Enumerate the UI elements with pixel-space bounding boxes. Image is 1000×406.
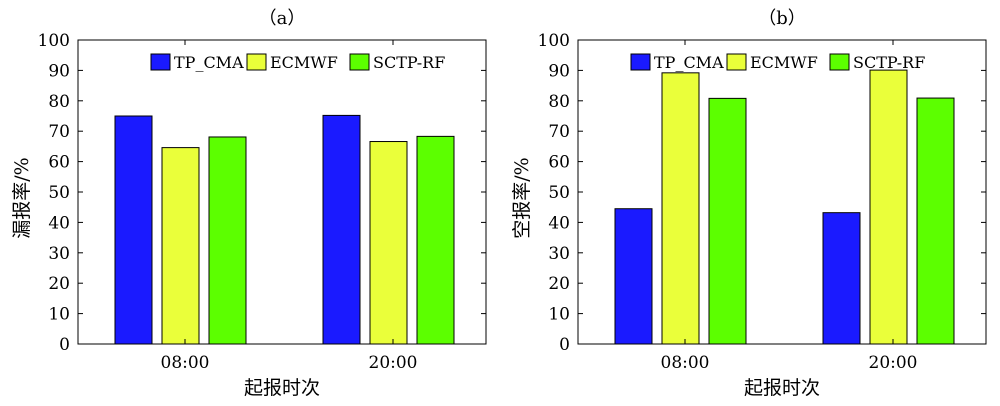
ytick-label-b-90: 90 <box>548 61 570 81</box>
legend-label-a-1: ECMWF <box>270 53 338 72</box>
legend-swatch-a-2 <box>349 53 370 71</box>
ytick-label-a-0: 0 <box>59 335 70 355</box>
ytick-label-b-40: 40 <box>548 213 570 233</box>
legend-label-a-2: SCTP-RF <box>373 53 445 72</box>
legend-swatch-b-1 <box>726 53 747 71</box>
bar-a-tp-cma-1 <box>322 114 361 345</box>
panel-label-a: （a） <box>259 8 306 29</box>
bar-b-ecmwf-0 <box>661 72 700 345</box>
bar-b-tp-cma-0 <box>614 208 653 345</box>
panel-label-b: （b） <box>758 8 806 29</box>
x-axis-label-b: 起报时次 <box>744 377 820 399</box>
ytick-label-b-100: 100 <box>538 31 570 51</box>
legend-swatch-a-1 <box>246 53 267 71</box>
xtick-label-b-0: 08:00 <box>661 353 710 373</box>
ytick-label-a-50: 50 <box>48 183 70 203</box>
bar-b-tp-cma-1 <box>822 212 861 345</box>
xtick-label-a-1: 20:00 <box>369 353 418 373</box>
legend-label-b-0: TP_CMA <box>654 53 724 72</box>
ytick-label-a-80: 80 <box>48 92 70 112</box>
legend-swatch-b-2 <box>829 53 850 71</box>
ytick-label-b-0: 0 <box>559 335 570 355</box>
bar-a-ecmwf-1 <box>369 141 408 345</box>
ytick-label-a-60: 60 <box>48 153 70 173</box>
legend-label-b-1: ECMWF <box>750 53 818 72</box>
ytick-label-b-80: 80 <box>548 92 570 112</box>
ytick-label-b-60: 60 <box>548 153 570 173</box>
ytick-label-a-40: 40 <box>48 213 70 233</box>
ytick-label-a-100: 100 <box>38 31 70 51</box>
ytick-label-b-50: 50 <box>548 183 570 203</box>
ytick-label-b-10: 10 <box>548 305 570 325</box>
bar-b-ecmwf-1 <box>869 69 908 345</box>
bar-b-sctp-rf-0 <box>708 97 747 345</box>
xtick-label-a-0: 08:00 <box>161 353 210 373</box>
ytick-label-b-20: 20 <box>548 274 570 294</box>
ytick-label-b-30: 30 <box>548 244 570 264</box>
y-axis-label-b: 空报率/% <box>511 157 533 238</box>
bar-a-ecmwf-0 <box>161 147 200 345</box>
legend-swatch-b-0 <box>630 53 651 71</box>
bar-a-sctp-rf-0 <box>208 136 247 345</box>
legend-label-a-0: TP_CMA <box>174 53 244 72</box>
ytick-label-a-70: 70 <box>48 122 70 142</box>
legend-label-b-2: SCTP-RF <box>853 53 925 72</box>
bar-a-tp-cma-0 <box>114 115 153 345</box>
ytick-label-a-90: 90 <box>48 61 70 81</box>
ytick-label-a-20: 20 <box>48 274 70 294</box>
ytick-label-a-10: 10 <box>48 305 70 325</box>
ytick-label-a-30: 30 <box>48 244 70 264</box>
y-axis-label-a: 漏报率/% <box>11 157 33 238</box>
ytick-label-b-70: 70 <box>548 122 570 142</box>
x-axis-label-a: 起报时次 <box>244 377 320 399</box>
bar-a-sctp-rf-1 <box>416 135 455 345</box>
xtick-label-b-1: 20:00 <box>869 353 918 373</box>
legend-swatch-a-0 <box>150 53 171 71</box>
bar-b-sctp-rf-1 <box>916 97 955 345</box>
